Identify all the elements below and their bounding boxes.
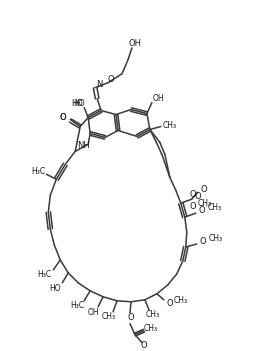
Text: CH₃: CH₃: [209, 233, 223, 243]
Text: NH: NH: [77, 141, 89, 150]
Text: O: O: [189, 202, 196, 211]
Text: O: O: [194, 192, 201, 201]
Text: CH₃: CH₃: [174, 296, 188, 305]
Text: OH: OH: [128, 39, 141, 48]
Text: O: O: [60, 113, 67, 122]
Text: OH: OH: [153, 94, 165, 103]
Text: HO: HO: [50, 284, 61, 293]
Text: OH: OH: [87, 308, 99, 317]
Text: CH₃: CH₃: [144, 324, 158, 333]
Text: HO: HO: [74, 99, 85, 108]
Text: O: O: [167, 299, 173, 308]
Text: HO: HO: [71, 99, 83, 108]
Text: CH₃: CH₃: [163, 121, 177, 130]
Text: O: O: [189, 190, 196, 199]
Text: H₃C: H₃C: [31, 167, 45, 176]
Text: O: O: [108, 75, 114, 84]
Text: O: O: [60, 113, 67, 122]
Text: N: N: [96, 80, 102, 89]
Text: O: O: [200, 185, 207, 194]
Text: O: O: [199, 237, 206, 245]
Text: CH₃: CH₃: [102, 312, 116, 321]
Text: O: O: [128, 313, 134, 322]
Text: CH₃: CH₃: [146, 310, 160, 319]
Text: CH₃: CH₃: [208, 203, 222, 212]
Text: O: O: [141, 341, 147, 350]
Text: O: O: [198, 206, 205, 215]
Text: H₃C: H₃C: [70, 301, 84, 310]
Text: H₃C: H₃C: [37, 270, 51, 279]
Text: CH₃: CH₃: [198, 199, 212, 208]
